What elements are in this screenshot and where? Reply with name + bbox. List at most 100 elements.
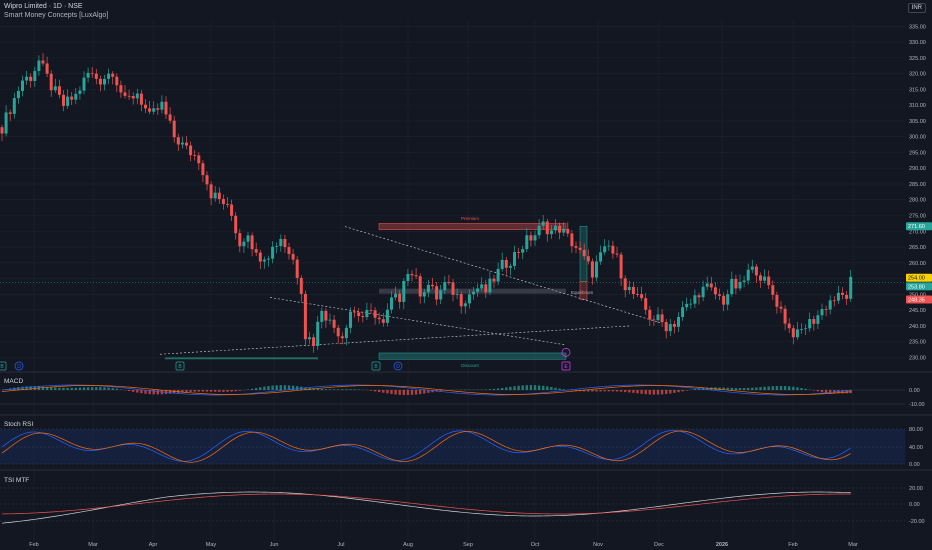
premium-label: Premium — [461, 216, 479, 221]
macd-histogram-bar — [185, 390, 188, 393]
macd-histogram-bar — [291, 385, 295, 390]
candle-body — [701, 286, 705, 298]
macd-histogram-bar — [783, 386, 787, 390]
price-tick-label: 305.00 — [909, 119, 926, 125]
currency-badge[interactable]: INR — [907, 3, 926, 13]
candle-body — [824, 309, 828, 310]
macd-histogram-bar — [775, 386, 779, 390]
candle-body — [107, 73, 111, 79]
macd-histogram-bar — [41, 386, 45, 390]
candle-body — [365, 309, 369, 318]
candle-body — [656, 314, 660, 321]
macd-histogram-bar — [353, 389, 356, 390]
event-marker-label: D — [17, 364, 21, 370]
candle-body — [545, 221, 549, 235]
candle-body — [12, 98, 16, 114]
candle-body — [230, 204, 234, 216]
macd-histogram-bar — [734, 387, 738, 390]
macd-histogram-bar — [431, 390, 434, 393]
time-tick-label: Oct — [531, 542, 540, 548]
macd-histogram-bar — [168, 390, 172, 394]
price-tick-label: 330.00 — [909, 40, 926, 46]
macd-histogram-bar — [144, 390, 147, 394]
macd-histogram-bar — [152, 390, 155, 395]
macd-histogram-bar — [583, 390, 586, 392]
candle-body — [246, 235, 250, 242]
macd-histogram-bar — [726, 387, 729, 390]
candle-body — [176, 137, 180, 145]
candle-body — [664, 322, 668, 332]
candle-body — [832, 300, 836, 302]
candle-body — [578, 247, 582, 250]
macd-histogram-bar — [103, 387, 106, 390]
candle-body — [476, 288, 480, 292]
price-tick-label: 275.00 — [909, 213, 926, 219]
macd-histogram-bar — [386, 390, 389, 394]
macd-histogram-bar — [132, 390, 135, 392]
candle-body — [463, 303, 467, 307]
macd-histogram-bar — [267, 386, 270, 390]
candle-body — [324, 310, 328, 321]
candle-body — [250, 235, 254, 250]
macd-histogram-bar — [800, 388, 803, 390]
macd-histogram-bar — [226, 390, 229, 392]
macd-histogram-bar — [148, 390, 151, 395]
time-tick-label: Aug — [403, 542, 413, 548]
candle-body — [295, 259, 299, 278]
candle-body — [660, 314, 664, 323]
macd-histogram-bar — [562, 389, 565, 390]
candle-body — [287, 247, 291, 254]
candle-body — [160, 101, 164, 110]
macd-histogram-bar — [615, 390, 619, 392]
macd-histogram-bar — [62, 387, 65, 390]
candle-body — [291, 253, 295, 260]
macd-histogram-bar — [505, 387, 508, 390]
candle-body — [45, 63, 49, 74]
macd-histogram-bar — [345, 389, 348, 390]
price-label-value: 248.35 — [908, 298, 925, 304]
candle-body — [849, 276, 853, 299]
macd-histogram-bar — [328, 389, 332, 390]
macd-histogram-bar — [189, 390, 192, 392]
candle-body — [562, 228, 566, 233]
candle-body — [689, 303, 693, 305]
candle-body — [791, 328, 795, 338]
macd-histogram-bar — [50, 387, 53, 390]
candle-body — [754, 266, 758, 276]
candle-body — [800, 328, 803, 330]
macd-histogram-bar — [554, 387, 557, 390]
candle-body — [435, 286, 439, 300]
macd-histogram-bar — [788, 386, 791, 390]
candle-body — [775, 294, 779, 307]
macd-histogram-bar — [484, 389, 487, 390]
macd-histogram-bar — [640, 390, 643, 394]
time-tick-label: May — [206, 542, 217, 548]
macd-histogram-bar — [349, 389, 352, 390]
macd-histogram-bar — [796, 387, 799, 390]
candle-body — [554, 225, 557, 231]
candle-body — [804, 328, 808, 330]
time-tick-label: Mar — [88, 542, 98, 548]
candle-body — [443, 282, 447, 291]
macd-histogram-bar — [517, 385, 520, 390]
candle-body — [455, 294, 459, 295]
price-tick-label: 235.00 — [909, 340, 926, 346]
candle-body — [787, 323, 791, 329]
macd-histogram-bar — [197, 390, 200, 392]
tsi-pane-title: TSI MTF — [4, 477, 30, 484]
pane-tick-label: 0.00 — [909, 462, 920, 468]
equilibrium-zone — [379, 288, 566, 294]
macd-histogram-bar — [209, 390, 213, 392]
candle-body — [390, 297, 393, 310]
candle-body — [90, 72, 94, 74]
candle-body — [373, 310, 377, 318]
candle-body — [385, 309, 389, 323]
time-tick-label: Jun — [270, 542, 279, 548]
macd-histogram-bar — [816, 390, 820, 392]
candle-body — [258, 252, 262, 262]
candle-body — [812, 319, 816, 324]
candle-body — [644, 298, 648, 310]
candle-body — [566, 228, 570, 234]
demand-line — [165, 357, 318, 360]
